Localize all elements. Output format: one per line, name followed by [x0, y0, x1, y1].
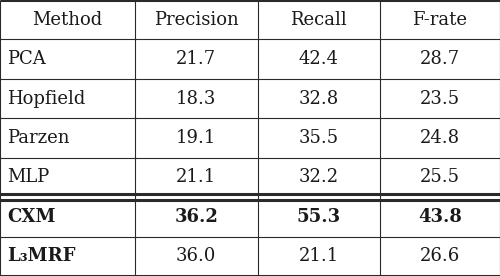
Text: F-rate: F-rate — [412, 11, 468, 29]
Text: 32.8: 32.8 — [298, 90, 339, 108]
Text: 18.3: 18.3 — [176, 90, 216, 108]
Text: 42.4: 42.4 — [299, 50, 339, 68]
Text: 28.7: 28.7 — [420, 50, 460, 68]
Text: Parzen: Parzen — [8, 129, 70, 147]
Text: Recall: Recall — [290, 11, 347, 29]
Text: CXM: CXM — [8, 208, 56, 226]
Text: Hopfield: Hopfield — [8, 90, 86, 108]
Text: 32.2: 32.2 — [298, 168, 339, 186]
Text: PCA: PCA — [8, 50, 46, 68]
Text: 19.1: 19.1 — [176, 129, 216, 147]
Text: 35.5: 35.5 — [298, 129, 339, 147]
Text: 36.0: 36.0 — [176, 247, 216, 265]
Text: 55.3: 55.3 — [296, 208, 341, 226]
Text: 21.1: 21.1 — [176, 168, 216, 186]
Text: 25.5: 25.5 — [420, 168, 460, 186]
Text: 36.2: 36.2 — [174, 208, 218, 226]
Text: 21.7: 21.7 — [176, 50, 216, 68]
Text: MLP: MLP — [8, 168, 50, 186]
Text: 26.6: 26.6 — [420, 247, 460, 265]
Text: 21.1: 21.1 — [298, 247, 339, 265]
Text: 23.5: 23.5 — [420, 90, 460, 108]
Text: L₃MRF: L₃MRF — [8, 247, 76, 265]
Text: 24.8: 24.8 — [420, 129, 460, 147]
Text: Precision: Precision — [154, 11, 238, 29]
Text: 43.8: 43.8 — [418, 208, 462, 226]
Text: Method: Method — [32, 11, 102, 29]
